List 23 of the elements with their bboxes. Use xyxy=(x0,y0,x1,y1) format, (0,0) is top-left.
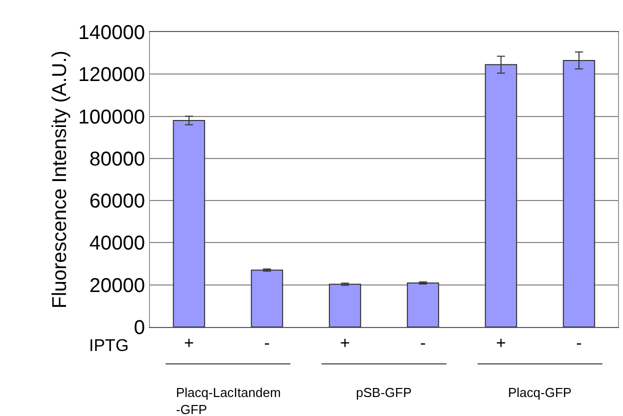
bar xyxy=(172,120,206,327)
x-tick-label: - xyxy=(576,333,582,352)
y-tick-label: 140000 xyxy=(78,22,145,44)
bar xyxy=(250,270,284,327)
x-tick-label: + xyxy=(340,333,350,352)
bar xyxy=(406,282,440,327)
x-tick-label: - xyxy=(420,333,426,352)
x-tick-label: + xyxy=(184,333,194,352)
y-tick-label: 0 xyxy=(134,317,145,339)
text: Placq-LacItandem -GFP xyxy=(176,385,281,416)
text: pSB-GFP xyxy=(356,385,412,400)
text: Placq-GFP xyxy=(508,385,572,400)
y-axis-title: Fluorescence Intensity (A.U.) xyxy=(48,50,71,308)
y-tick-label: 40000 xyxy=(89,232,145,255)
x-tick-label: - xyxy=(264,333,270,352)
y-tick-label: 120000 xyxy=(78,64,145,86)
bar xyxy=(328,284,362,327)
y-tick-label: 20000 xyxy=(89,274,145,297)
y-tick-label: 60000 xyxy=(89,190,145,213)
y-tick-label: 80000 xyxy=(89,148,145,170)
text: IPTG xyxy=(89,336,129,355)
x-tick-label: + xyxy=(496,333,506,352)
y-tick-label: 100000 xyxy=(78,106,145,128)
